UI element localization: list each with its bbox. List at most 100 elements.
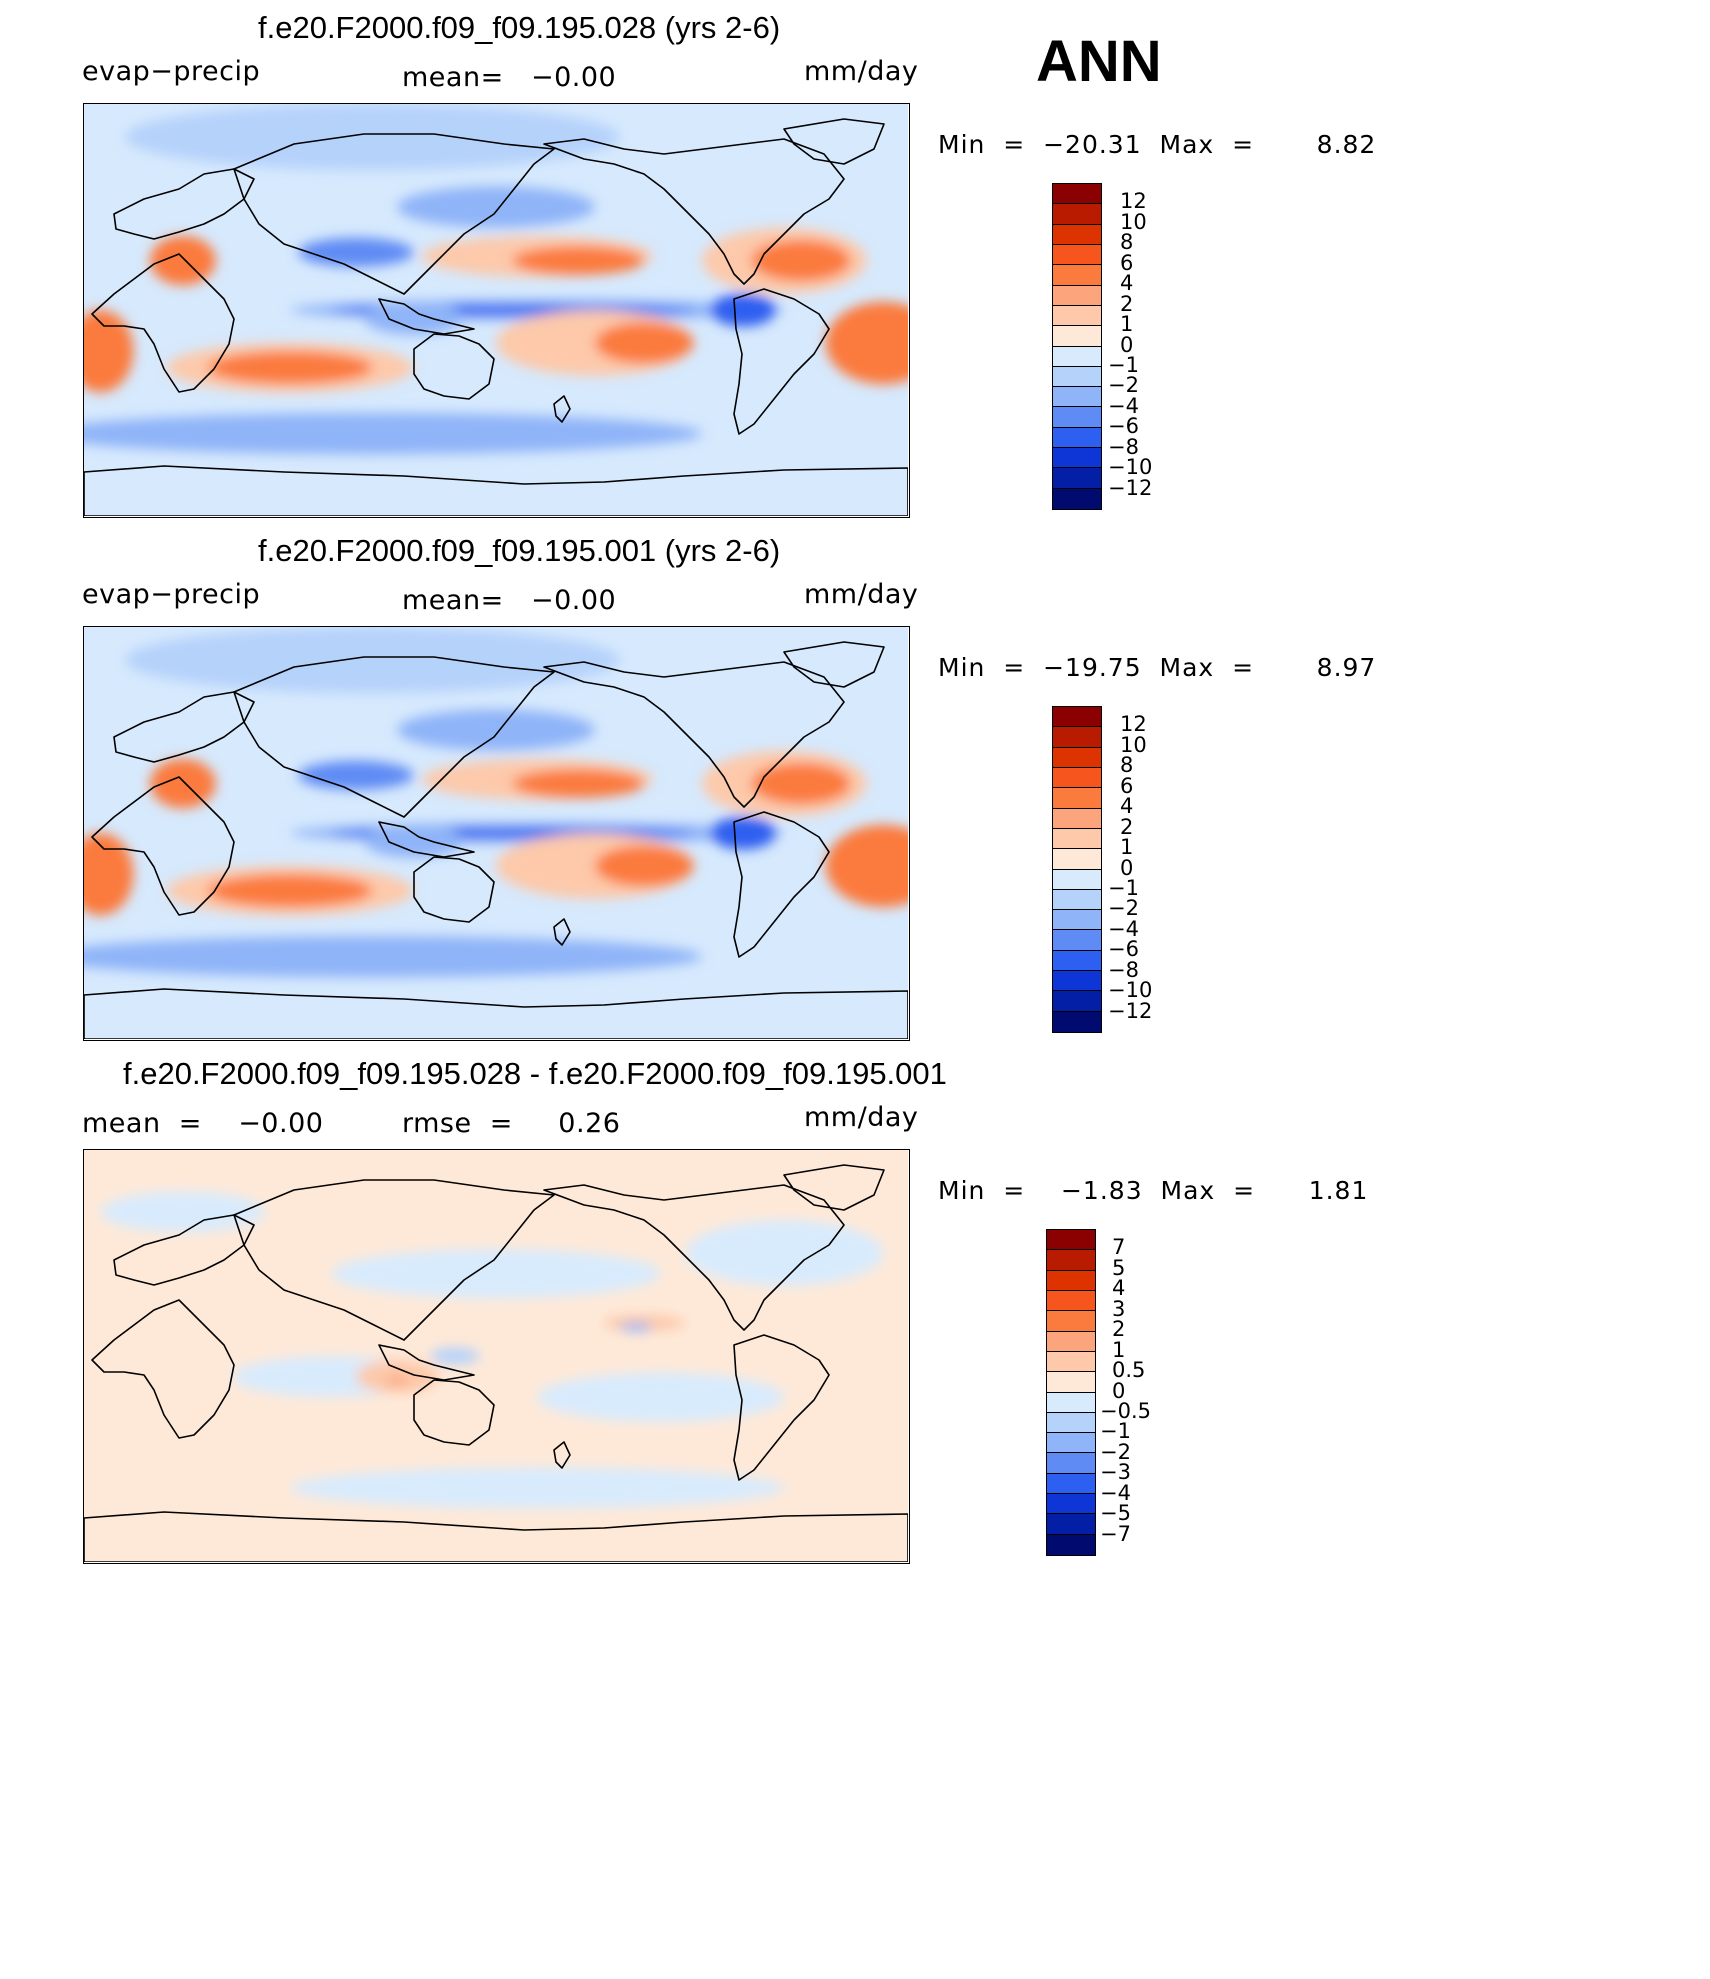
colorbar-swatch <box>1047 1230 1095 1251</box>
panel1-units: mm/day <box>804 56 919 87</box>
colorbar-swatch <box>1047 1534 1095 1555</box>
colorbar-swatch <box>1053 204 1101 225</box>
field-region <box>100 1191 266 1233</box>
colorbar-level-label: 12 <box>1120 189 1147 214</box>
panel2-map <box>83 626 910 1041</box>
colorbar-swatch <box>1053 448 1101 469</box>
colorbar-level-label: 0.5 <box>1112 1358 1146 1383</box>
coastline <box>91 253 235 393</box>
coastline <box>113 168 255 240</box>
field-region <box>751 239 851 282</box>
panel3-map <box>83 1149 910 1564</box>
field-region <box>384 1376 410 1385</box>
panel2-mean-label: mean= −0.00 <box>402 585 617 616</box>
colorbar-swatch <box>1053 707 1101 728</box>
field-region <box>125 627 620 693</box>
colorbar-level-label: −2 <box>1100 1439 1131 1464</box>
panel3-colorbar-labels: 7 5 4 3 2 1 0.5 0 −0.5 −1 −2 −3 −4 −5 −7 <box>1100 1229 1188 1556</box>
field-region <box>710 293 777 327</box>
colorbar-level-label: −3 <box>1100 1460 1131 1485</box>
field-contours <box>100 1191 884 1509</box>
colorbar-swatch <box>1053 285 1101 306</box>
colorbar-swatch <box>1047 1372 1095 1393</box>
colorbar-level-label: 4 <box>1112 1276 1126 1301</box>
colorbar-level-label: −10 <box>1108 978 1153 1003</box>
panel3-rmse-label: rmse = 0.26 <box>402 1108 621 1139</box>
colorbar-level-label: 5 <box>1112 1255 1126 1280</box>
panel1-colorbar-labels: 12 10 8 6 4 2 1 0 −1 −2 −4 −6 −8 −10 −12 <box>1108 183 1196 510</box>
field-region <box>207 874 373 908</box>
colorbar-swatch <box>1053 991 1101 1012</box>
coastline <box>553 1441 571 1469</box>
panel2-map-svg <box>84 627 908 1039</box>
panel3-units: mm/day <box>804 1102 919 1133</box>
colorbar-level-label: 2 <box>1112 1317 1126 1342</box>
panel1-title: f.e20.F2000.f09_f09.195.028 (yrs 2-6) <box>258 10 781 45</box>
field-region <box>512 246 645 275</box>
field-region <box>751 762 851 805</box>
field-region <box>685 1220 884 1286</box>
coastline <box>553 918 571 946</box>
colorbar-level-label: −12 <box>1108 475 1153 500</box>
field-region <box>298 237 414 267</box>
panel3-mean-label: mean = −0.00 <box>82 1108 324 1139</box>
coastline <box>378 298 475 335</box>
coastline <box>733 1334 830 1481</box>
field-region <box>149 235 216 286</box>
field-region <box>430 1347 480 1365</box>
field-region <box>710 816 777 850</box>
colorbar-swatch <box>1053 849 1101 870</box>
colorbar-level-label: 0 <box>1120 855 1134 880</box>
colorbar-swatch <box>1047 1514 1095 1535</box>
colorbar-level-label: −0.5 <box>1100 1398 1151 1423</box>
field-region <box>298 760 414 790</box>
colorbar-swatch <box>1047 1270 1095 1291</box>
colorbar-swatch <box>1047 1250 1095 1271</box>
colorbar-level-label: 8 <box>1120 230 1134 255</box>
coastline <box>553 395 571 423</box>
field-region <box>537 1372 785 1422</box>
colorbar-level-label: 1 <box>1112 1337 1126 1362</box>
coastline <box>91 1299 235 1439</box>
field-region <box>149 758 216 809</box>
colorbar-swatch <box>1053 366 1101 388</box>
colorbar-swatch <box>1053 427 1101 449</box>
panel1-mean-label: mean= −0.00 <box>402 62 617 93</box>
field-contours <box>84 104 908 455</box>
colorbar-swatch <box>1047 1494 1095 1515</box>
colorbar-swatch <box>1053 346 1101 367</box>
coastline <box>378 1344 475 1381</box>
colorbar-swatch <box>1053 869 1101 890</box>
colorbar-level-label: 6 <box>1120 773 1134 798</box>
colorbar-swatch <box>1053 468 1101 489</box>
colorbar-level-label: −2 <box>1108 896 1139 921</box>
colorbar-level-label: −10 <box>1108 455 1153 480</box>
field-region <box>512 769 645 798</box>
panel1-colorbar <box>1052 183 1102 510</box>
field-region <box>364 301 464 335</box>
colorbar-swatch <box>1053 407 1101 428</box>
field-region <box>84 833 134 916</box>
colorbar-level-label: 0 <box>1120 332 1134 357</box>
coastline <box>733 288 830 435</box>
colorbar-swatch <box>1047 1412 1095 1434</box>
coastline <box>233 133 555 295</box>
coastline <box>91 776 235 916</box>
coastline <box>84 1511 908 1562</box>
panel2-colorbar-labels: 12 10 8 6 4 2 1 0 −1 −2 −4 −6 −8 −10 −12 <box>1108 706 1196 1033</box>
colorbar-swatch <box>1053 808 1101 829</box>
colorbar-swatch <box>1047 1433 1095 1454</box>
panel3-minmax: Min = −1.83 Max = 1.81 <box>938 1176 1369 1205</box>
panel2-left-label: evap−precip <box>82 579 261 610</box>
colorbar-level-label: −6 <box>1108 937 1139 962</box>
coastline <box>113 1214 255 1286</box>
colorbar-level-label: −5 <box>1100 1501 1131 1526</box>
coastline <box>783 1164 885 1211</box>
field-region <box>594 322 694 364</box>
colorbar-level-label: 7 <box>1112 1235 1126 1260</box>
colorbar-level-label: −4 <box>1108 393 1139 418</box>
field-region <box>331 1248 661 1299</box>
coastline <box>543 1184 845 1331</box>
panel2-units: mm/day <box>804 579 919 610</box>
colorbar-swatch <box>1047 1290 1095 1312</box>
